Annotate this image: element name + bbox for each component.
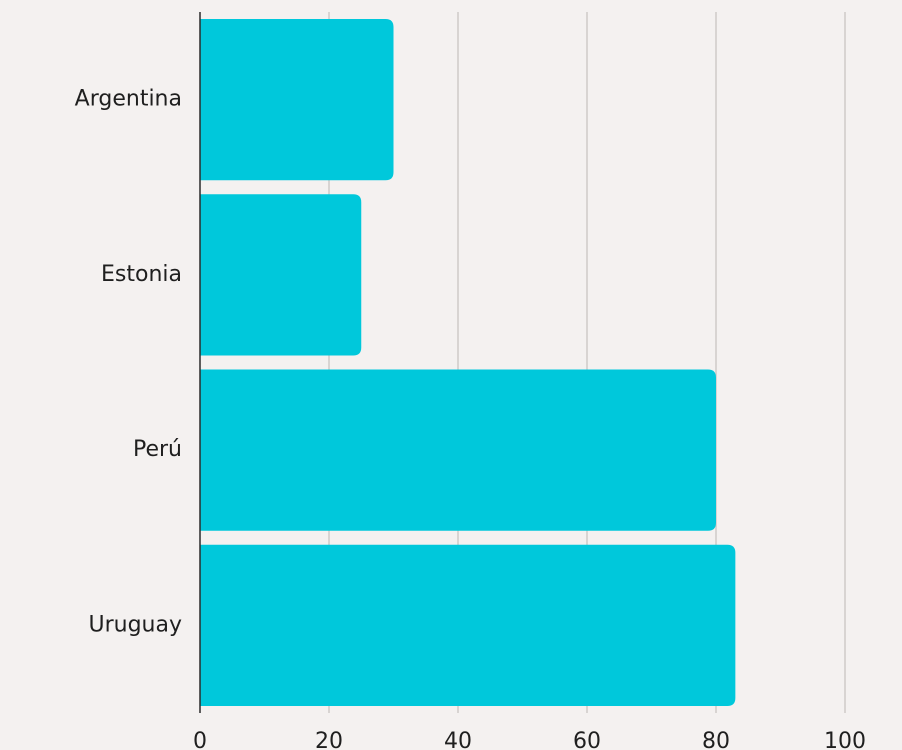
- bar-argentina: [200, 19, 394, 181]
- x-tick-label: 80: [702, 729, 730, 750]
- bar-per-: [200, 369, 716, 531]
- category-label: Argentina: [75, 87, 182, 112]
- x-tick-label: 20: [315, 729, 343, 750]
- bar-uruguay: [200, 544, 736, 706]
- category-label: Perú: [133, 437, 182, 462]
- category-label: Uruguay: [89, 612, 183, 637]
- category-labels: Argentina Estonia Perú Uruguay: [75, 87, 182, 638]
- bars: [200, 19, 736, 706]
- category-label: Estonia: [101, 262, 182, 287]
- x-tick-label: 60: [573, 729, 601, 750]
- x-tick-label: 100: [824, 729, 866, 750]
- x-tick-label: 40: [444, 729, 472, 750]
- x-tick-label: 0: [193, 729, 207, 750]
- bar-estonia: [200, 194, 362, 356]
- x-tick-labels: 0 20 40 60 80 100: [193, 729, 866, 750]
